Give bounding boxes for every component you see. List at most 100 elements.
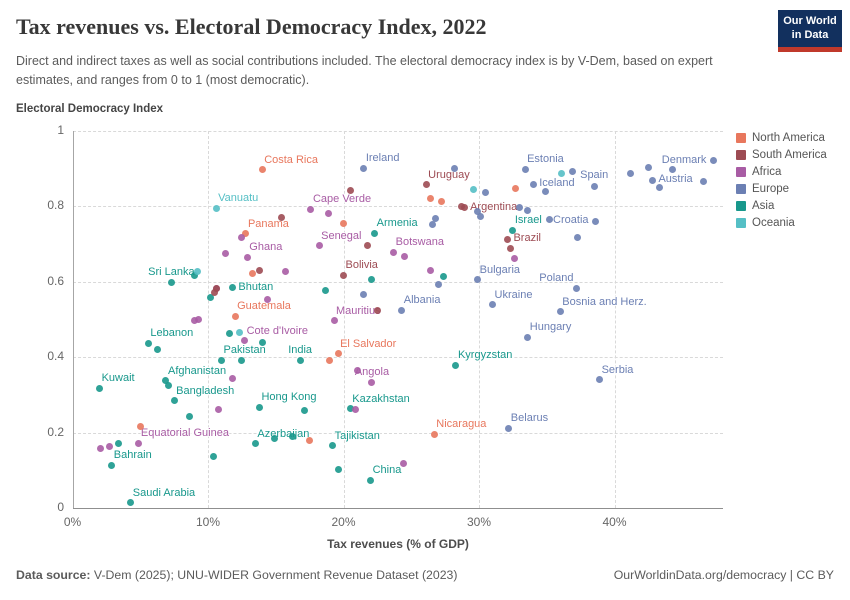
data-point[interactable] bbox=[249, 270, 257, 277]
country-label[interactable]: Azerbaijan bbox=[257, 427, 310, 440]
country-label[interactable]: Bahrain bbox=[113, 449, 152, 462]
data-point-cape-verde[interactable] bbox=[307, 205, 315, 213]
data-point[interactable] bbox=[627, 170, 635, 178]
country-label[interactable]: Cape Verde bbox=[312, 193, 372, 206]
country-label[interactable]: Bhutan bbox=[238, 280, 274, 293]
data-point[interactable] bbox=[238, 234, 246, 242]
data-point[interactable] bbox=[524, 206, 532, 214]
country-label[interactable]: Iceland bbox=[539, 177, 575, 190]
data-point-belarus[interactable] bbox=[505, 424, 513, 432]
data-point[interactable] bbox=[440, 273, 448, 281]
data-point[interactable] bbox=[226, 329, 234, 337]
country-label[interactable]: Belarus bbox=[510, 412, 549, 425]
legend-item-south-america[interactable]: South America bbox=[736, 146, 827, 163]
data-point-tajikistan[interactable] bbox=[329, 442, 337, 450]
country-label[interactable]: Saudi Arabia bbox=[132, 486, 196, 499]
data-point-poland[interactable] bbox=[573, 284, 581, 292]
data-point[interactable] bbox=[399, 459, 407, 467]
data-point[interactable] bbox=[470, 185, 478, 193]
data-point-saudi-arabia[interactable] bbox=[127, 499, 135, 507]
country-label[interactable]: Lebanon bbox=[150, 327, 194, 340]
data-point-angola[interactable] bbox=[368, 379, 376, 387]
country-label[interactable]: Hungary bbox=[529, 321, 572, 334]
data-point[interactable] bbox=[476, 213, 484, 221]
data-point[interactable] bbox=[352, 406, 360, 414]
country-label[interactable]: China bbox=[372, 464, 402, 477]
data-point[interactable] bbox=[482, 188, 490, 196]
data-point[interactable] bbox=[326, 357, 334, 365]
legend-item-north-america[interactable]: North America bbox=[736, 129, 827, 146]
country-label[interactable]: Argentina bbox=[470, 200, 518, 213]
data-point[interactable] bbox=[512, 184, 520, 192]
data-point[interactable] bbox=[437, 197, 445, 205]
data-point-nicaragua[interactable] bbox=[430, 430, 438, 438]
country-label[interactable]: Nicaragua bbox=[436, 418, 487, 431]
country-label[interactable]: Mauritius bbox=[336, 304, 381, 317]
data-point[interactable] bbox=[288, 433, 296, 441]
data-point[interactable] bbox=[190, 317, 198, 325]
data-point[interactable] bbox=[222, 249, 230, 257]
legend-item-africa[interactable]: Africa bbox=[736, 163, 827, 180]
data-point[interactable] bbox=[207, 294, 215, 302]
owid-logo[interactable]: Our World in Data bbox=[778, 10, 842, 52]
data-point-bhutan[interactable] bbox=[228, 284, 236, 292]
data-point[interactable] bbox=[238, 357, 246, 365]
legend-item-asia[interactable]: Asia bbox=[736, 197, 827, 214]
data-point[interactable] bbox=[212, 284, 220, 292]
country-label[interactable]: Austria bbox=[658, 173, 693, 185]
data-point-afghanistan[interactable] bbox=[162, 377, 170, 385]
data-point[interactable] bbox=[429, 221, 437, 229]
data-point[interactable] bbox=[334, 466, 342, 474]
data-point-china[interactable] bbox=[367, 476, 375, 484]
data-point-kazakhstan[interactable] bbox=[346, 405, 354, 413]
data-point-el-salvador[interactable] bbox=[334, 350, 342, 358]
data-point-brazil[interactable] bbox=[503, 235, 511, 243]
data-point[interactable] bbox=[306, 437, 314, 445]
data-point-ireland[interactable] bbox=[360, 164, 368, 172]
data-point[interactable] bbox=[281, 268, 289, 276]
data-point[interactable] bbox=[400, 252, 408, 260]
data-point[interactable] bbox=[558, 170, 566, 178]
data-point[interactable] bbox=[655, 183, 663, 191]
data-point-uruguay[interactable] bbox=[422, 181, 430, 189]
data-point-cote-d-ivoire[interactable] bbox=[241, 337, 249, 345]
data-point[interactable] bbox=[432, 214, 440, 222]
country-label[interactable]: Bangladesh bbox=[176, 384, 235, 397]
data-point[interactable] bbox=[264, 296, 272, 304]
data-point-hungary[interactable] bbox=[524, 333, 532, 341]
data-point-kuwait[interactable] bbox=[96, 384, 104, 392]
data-point[interactable] bbox=[510, 254, 518, 262]
data-point-estonia[interactable] bbox=[521, 165, 529, 173]
country-label[interactable]: Bulgaria bbox=[479, 263, 520, 276]
data-point-serbia[interactable] bbox=[596, 376, 604, 384]
country-label[interactable]: Costa Rica bbox=[264, 153, 318, 166]
data-point-botswana[interactable] bbox=[390, 248, 398, 256]
data-point[interactable] bbox=[270, 434, 278, 442]
country-label[interactable]: Botswana bbox=[395, 236, 444, 249]
data-point[interactable] bbox=[545, 216, 553, 224]
data-point[interactable] bbox=[700, 177, 708, 185]
data-point[interactable] bbox=[258, 339, 266, 347]
data-point-mauritius[interactable] bbox=[330, 317, 338, 325]
country-label[interactable]: Israel bbox=[514, 214, 542, 227]
data-point[interactable] bbox=[669, 165, 677, 173]
country-label[interactable]: Poland bbox=[539, 272, 574, 285]
data-point-panama[interactable] bbox=[242, 230, 250, 238]
data-point[interactable] bbox=[426, 194, 434, 202]
data-point[interactable] bbox=[154, 345, 162, 353]
data-point-austria[interactable] bbox=[648, 176, 656, 184]
country-label[interactable]: Uruguay bbox=[428, 168, 470, 181]
country-label[interactable]: Ireland bbox=[365, 152, 400, 165]
data-point[interactable] bbox=[165, 381, 173, 389]
country-label[interactable]: Estonia bbox=[527, 153, 564, 166]
data-point[interactable] bbox=[474, 208, 482, 216]
country-label[interactable]: Panama bbox=[247, 217, 289, 230]
data-point-albania[interactable] bbox=[398, 306, 406, 314]
data-point-pakistan[interactable] bbox=[218, 356, 226, 364]
country-label[interactable]: Cote d'Ivoire bbox=[246, 324, 308, 337]
data-point[interactable] bbox=[541, 188, 549, 196]
country-label[interactable]: Kazakhstan bbox=[352, 392, 410, 405]
data-point[interactable] bbox=[364, 242, 372, 250]
country-label[interactable]: Kyrgyzstan bbox=[457, 349, 513, 362]
data-point-bulgaria[interactable] bbox=[474, 276, 482, 284]
